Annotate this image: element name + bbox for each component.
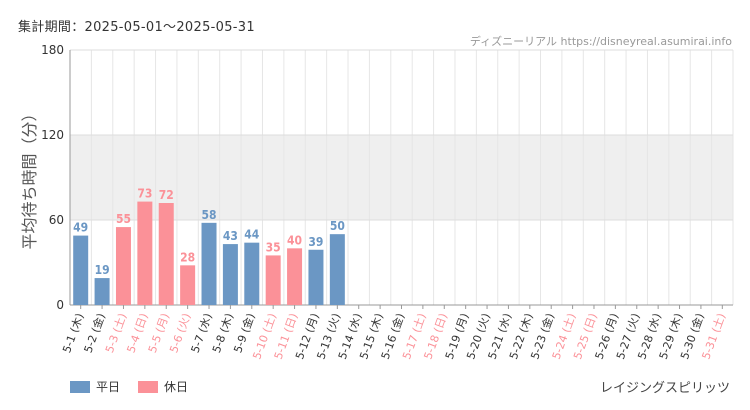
period-label: 集計期間：2025-05-01～2025-05-31	[18, 20, 255, 35]
y-tick-label: 60	[49, 213, 64, 227]
band-60-120	[70, 135, 733, 220]
bar-value-label: 73	[137, 187, 152, 201]
bar-value-label: 44	[244, 228, 260, 242]
bar-value-label: 19	[95, 263, 110, 277]
bar	[180, 265, 196, 305]
legend-swatch-holiday	[138, 380, 159, 393]
bar-value-label: 55	[116, 212, 131, 226]
bar-value-label: 43	[223, 229, 238, 243]
legend-item-holiday[interactable]: 休日	[138, 378, 188, 395]
legend-swatch-weekday	[70, 380, 90, 393]
bar	[244, 242, 260, 305]
y-axis-label: 平均待ち時間（分）	[20, 105, 39, 249]
y-tick-label: 0	[56, 298, 64, 312]
chart-bands	[70, 135, 733, 220]
bar	[329, 234, 345, 305]
legend-item-weekday[interactable]: 平日	[70, 378, 120, 395]
chart-y-tick-labels: 0 60 120 180	[41, 43, 64, 312]
bar	[287, 248, 303, 305]
chart-x-tick-labels: 5-1 (木)5-2 (金)5-3 (土)5-4 (日)5-5 (月)5-6 (…	[60, 311, 728, 361]
chart-data-labels: 49 19 55 73 72 28 58 43 44 35 40 39 50	[73, 187, 345, 278]
bar	[222, 244, 238, 305]
y-tick-label: 180	[41, 43, 64, 57]
attraction-name: レイジングスピリッツ	[599, 381, 730, 396]
legend-label-weekday: 平日	[96, 380, 121, 394]
bar-value-label: 39	[308, 235, 323, 249]
bar	[137, 201, 153, 305]
chart-axes	[69, 50, 723, 309]
bar-value-label: 50	[330, 219, 345, 233]
bar-value-label: 28	[180, 250, 195, 264]
bar	[158, 203, 174, 305]
bar-value-label: 49	[73, 221, 88, 235]
bar	[94, 278, 110, 305]
bar-value-label: 58	[202, 208, 217, 222]
bar	[115, 227, 131, 305]
site-credit: ディズニーリアル https://disneyreal.asumirai.inf…	[469, 35, 732, 48]
bar	[308, 249, 324, 305]
chart-bars	[73, 201, 345, 305]
bar	[265, 255, 281, 305]
chart-legend: 平日 休日	[70, 378, 188, 395]
bar	[201, 222, 217, 305]
y-tick-label: 120	[41, 128, 64, 142]
bar-value-label: 40	[287, 233, 302, 247]
bar-value-label: 72	[159, 188, 174, 202]
legend-label-holiday: 休日	[164, 380, 189, 394]
bar-value-label: 35	[266, 240, 281, 254]
bar	[73, 235, 89, 305]
